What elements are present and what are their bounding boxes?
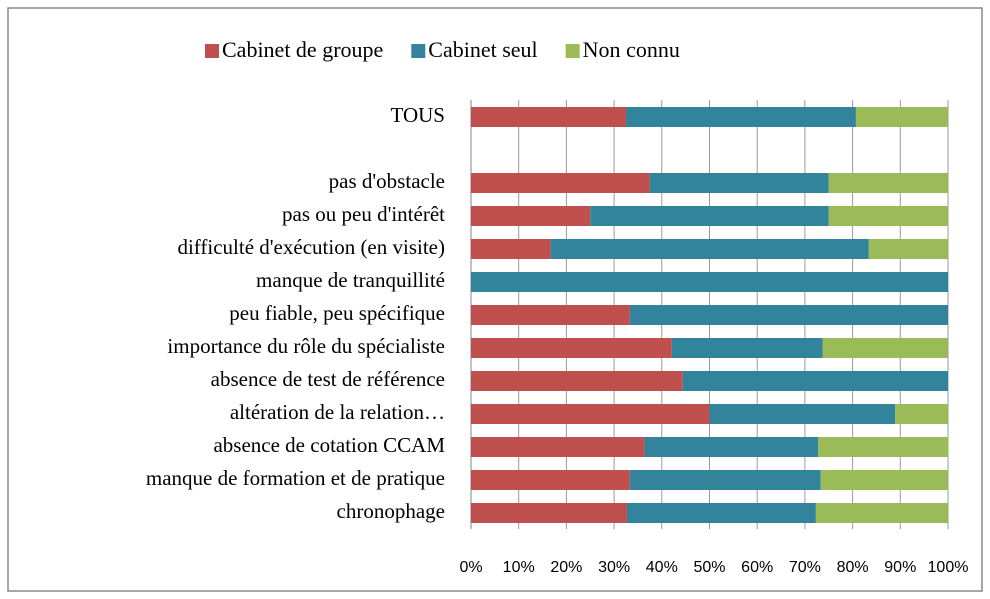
- bar-segment: [855, 107, 948, 127]
- bar-segment: [471, 338, 672, 358]
- legend-swatch: [565, 44, 580, 58]
- y-tick-label: absence de test de référence: [211, 367, 445, 391]
- bar-segment: [644, 437, 819, 457]
- bar-segment: [471, 437, 645, 457]
- bar-segment: [626, 107, 856, 127]
- bar-segment: [629, 470, 821, 490]
- bar-segment: [550, 239, 869, 259]
- legend-label: Cabinet de groupe: [222, 37, 383, 62]
- bar-segment: [471, 239, 551, 259]
- y-tick-label: absence de cotation CCAM: [213, 433, 445, 457]
- bar-segment: [828, 206, 948, 226]
- bar-segment: [471, 107, 627, 127]
- y-tick-label: TOUS: [391, 103, 445, 127]
- x-tick-label: 40%: [646, 559, 678, 576]
- x-tick-label: 80%: [837, 559, 869, 576]
- chart-border: [7, 7, 983, 592]
- bar-segment: [471, 206, 591, 226]
- x-tick-label: 10%: [503, 559, 535, 576]
- legend-label: Cabinet seul: [428, 37, 537, 62]
- bar-segment: [671, 338, 823, 358]
- x-tick-label: 90%: [884, 559, 916, 576]
- bar-segment: [471, 371, 683, 391]
- x-tick-label: 60%: [741, 559, 773, 576]
- bar-segment: [649, 173, 829, 193]
- bar-segment: [471, 404, 710, 424]
- bar-segment: [471, 272, 948, 292]
- legend-swatch: [205, 44, 219, 58]
- bar-segment: [828, 173, 948, 193]
- y-tick-label: difficulté d'exécution (en visite): [177, 235, 445, 259]
- bar-segment: [471, 305, 630, 325]
- y-tick-label: chronophage: [337, 499, 445, 523]
- bar-segment: [815, 503, 948, 523]
- bar-segment: [629, 305, 948, 325]
- bar-segment: [471, 470, 630, 490]
- y-tick-label: altération de la relation…: [230, 400, 445, 424]
- y-tick-label: pas ou peu d'intérêt: [282, 202, 445, 226]
- bar-segment: [822, 338, 948, 358]
- bar-segment: [868, 239, 948, 259]
- bar-segment: [626, 503, 816, 523]
- bar-segment: [709, 404, 896, 424]
- x-tick-label: 30%: [598, 559, 630, 576]
- x-tick-label: 70%: [789, 559, 821, 576]
- x-tick-label: 0%: [459, 559, 482, 576]
- y-tick-label: pas d'obstacle: [329, 169, 445, 193]
- bar-segment: [471, 173, 650, 193]
- legend-label: Non connu: [583, 37, 680, 62]
- bar-segment: [471, 503, 627, 523]
- bar-segment: [590, 206, 829, 226]
- x-tick-label: 100%: [928, 559, 969, 576]
- bar-segment: [820, 470, 948, 490]
- x-tick-label: 50%: [693, 559, 725, 576]
- y-tick-label: peu fiable, peu spécifique: [229, 301, 445, 325]
- legend-swatch: [411, 44, 426, 58]
- y-tick-label: manque de formation et de pratique: [146, 466, 445, 490]
- y-tick-label: importance du rôle du spécialiste: [167, 334, 445, 358]
- bar-segment: [682, 371, 948, 391]
- x-tick-label: 20%: [550, 559, 582, 576]
- bar-segment: [818, 437, 949, 457]
- bar-segment: [895, 404, 948, 424]
- y-tick-label: manque de tranquillité: [256, 268, 445, 292]
